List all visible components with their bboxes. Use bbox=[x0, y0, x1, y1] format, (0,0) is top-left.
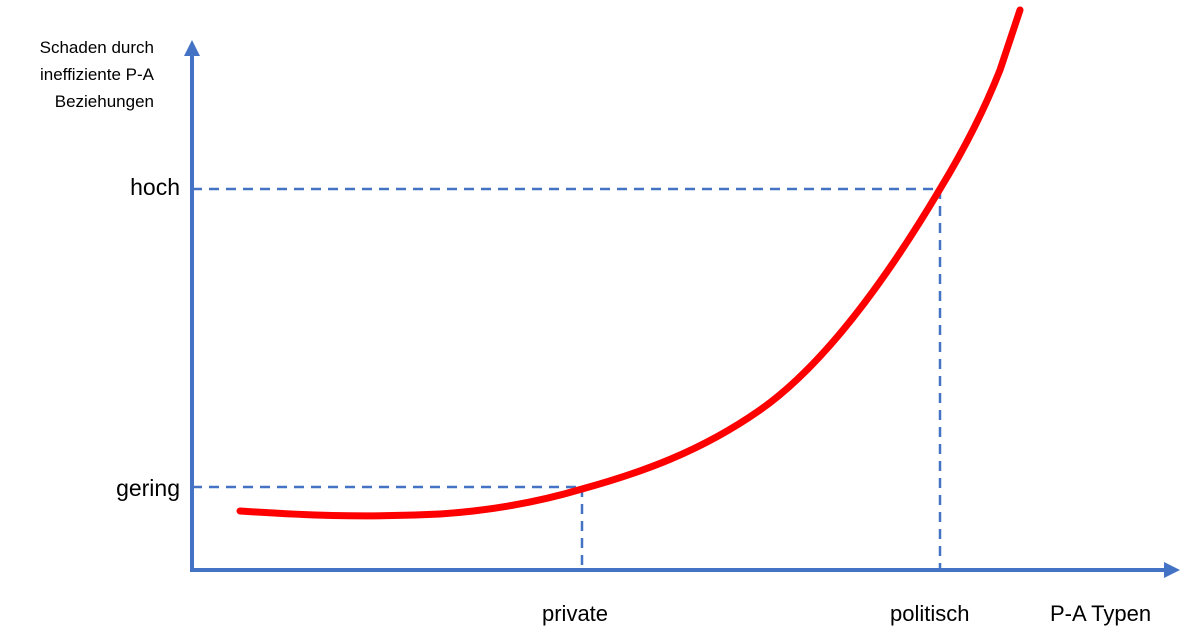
y-axis-label-line-3: Beziehungen bbox=[54, 92, 154, 111]
x-axis-label: P-A Typen bbox=[1050, 601, 1152, 626]
y-axis-arrow bbox=[184, 40, 200, 56]
y-axis-label: Schaden durch ineffiziente P-A Beziehung… bbox=[0, 34, 154, 115]
x-category-private-label: private bbox=[542, 601, 609, 626]
y-axis-label-line-1: Schaden durch bbox=[39, 38, 154, 57]
damage-curve bbox=[236, 6, 1024, 520]
x-category-political-label: politisch bbox=[890, 601, 970, 626]
y-level-low-label: gering bbox=[116, 475, 180, 501]
x-axis-arrow bbox=[1164, 562, 1180, 578]
y-level-high-label: hoch bbox=[130, 174, 180, 200]
y-axis-label-line-2: ineffiziente P-A bbox=[39, 65, 154, 84]
